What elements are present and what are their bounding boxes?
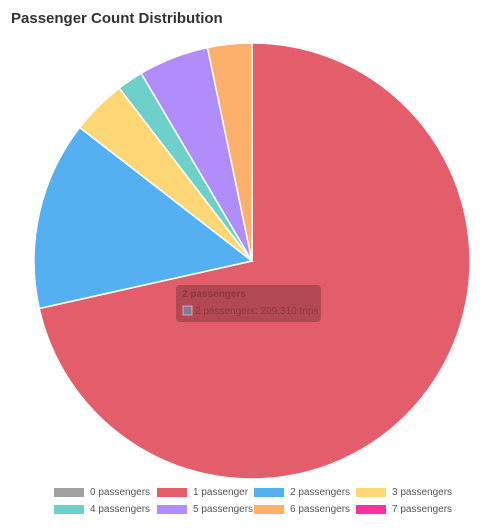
legend-swatch <box>254 487 284 497</box>
tooltip-color-swatch <box>182 305 193 316</box>
legend-swatch <box>54 487 84 497</box>
pie-chart[interactable]: 2 passengers 2 passengers: 209,310 trips <box>0 0 494 484</box>
legend-item-6-passengers[interactable]: 6 passengers <box>254 501 350 517</box>
legend-item-0-passengers[interactable]: 0 passengers <box>54 484 150 500</box>
pie-slice-6-passengers[interactable] <box>206 42 253 262</box>
legend-item-4-passengers[interactable]: 4 passengers <box>54 501 150 517</box>
pie-slice-2-passengers[interactable] <box>33 126 254 310</box>
legend-item-2-passengers[interactable]: 2 passengers <box>254 484 350 500</box>
legend-swatch <box>356 504 386 514</box>
chart-tooltip: 2 passengers 2 passengers: 209,310 trips <box>176 285 321 322</box>
legend-label: 7 passengers <box>392 503 453 515</box>
legend-item-5-passengers[interactable]: 5 passengers <box>157 501 253 517</box>
legend-label: 0 passengers <box>90 486 151 498</box>
pie-slices <box>33 42 471 480</box>
legend-label: 6 passengers <box>290 503 351 515</box>
legend-label: 1 passenger <box>193 486 249 498</box>
legend-swatch <box>157 487 187 497</box>
legend-swatch <box>254 504 284 514</box>
legend-swatch <box>356 487 386 497</box>
legend-label: 5 passengers <box>193 503 254 515</box>
legend-item-7-passengers[interactable]: 7 passengers <box>356 501 452 517</box>
legend-swatch <box>54 504 84 514</box>
legend-label: 4 passengers <box>90 503 151 515</box>
tooltip-title: 2 passengers <box>182 289 246 300</box>
legend-label: 2 passengers <box>290 486 351 498</box>
chart-title: Passenger Count Distribution <box>11 10 223 27</box>
tooltip-body: 2 passengers: 209,310 trips <box>195 306 318 317</box>
tooltip-background <box>176 285 321 322</box>
legend-label: 3 passengers <box>392 486 453 498</box>
legend-item-1-passenger[interactable]: 1 passenger <box>157 484 248 500</box>
chart-legend: 0 passengers 1 passenger 2 passengers 3 pas… <box>0 484 494 524</box>
legend-item-3-passengers[interactable]: 3 passengers <box>356 484 452 500</box>
legend-swatch <box>157 504 187 514</box>
pie-slice-1-passenger[interactable] <box>38 42 471 480</box>
